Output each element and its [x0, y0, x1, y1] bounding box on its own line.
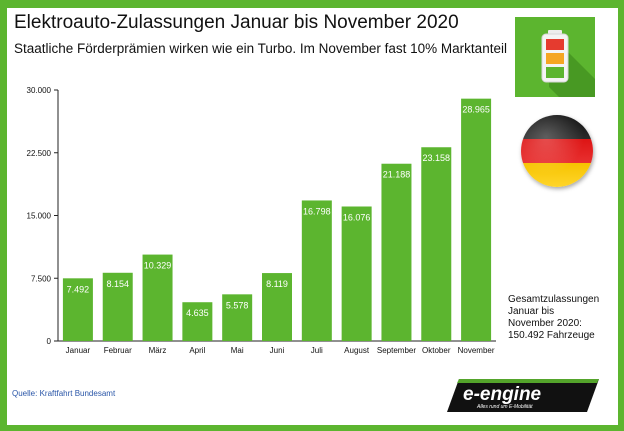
y-tick-label: 0: [47, 337, 52, 346]
y-tick-label: 30.000: [27, 86, 52, 95]
x-tick-label: Oktober: [422, 346, 451, 355]
bar-value-label: 4.635: [186, 308, 209, 318]
germany-flag-icon: [521, 115, 593, 187]
x-tick-label: April: [189, 346, 205, 355]
bar-value-label: 10.329: [144, 261, 172, 271]
bar: [102, 272, 133, 341]
bar-value-label: 7.492: [67, 284, 90, 294]
total-note-line: November 2020:: [508, 318, 582, 329]
bar-value-label: 23.158: [423, 153, 451, 163]
total-note-line: 150.492 Fahrzeuge: [508, 330, 595, 341]
total-registrations-note: Gesamtzulassungen Januar bis November 20…: [508, 294, 608, 342]
x-tick-label: September: [377, 346, 416, 355]
x-tick-label: Juni: [270, 346, 285, 355]
bar-value-label: 5.578: [226, 300, 249, 310]
bar: [461, 98, 492, 341]
x-tick-label: Januar: [66, 346, 91, 355]
e-engine-logo: e-engine Alles rund um E-Mobilität: [447, 379, 599, 417]
x-tick-label: Februar: [104, 346, 132, 355]
y-tick-label: 22.500: [27, 149, 52, 158]
y-tick-label: 15.000: [27, 212, 52, 221]
bar-value-label: 8.119: [266, 279, 288, 289]
bar: [182, 302, 213, 341]
bar-value-label: 28.965: [462, 105, 490, 115]
x-tick-label: November: [458, 346, 495, 355]
source-note: Quelle: Kraftfahrt Bundesamt: [12, 389, 116, 398]
chart-subtitle: Staatliche Förderprämien wirken wie ein …: [14, 41, 507, 56]
bar-value-label: 21.188: [383, 170, 411, 180]
bar: [222, 294, 253, 341]
x-tick-label: August: [344, 346, 370, 355]
bar: [341, 206, 372, 341]
bar: [301, 200, 332, 341]
total-note-line: Gesamtzulassungen: [508, 294, 600, 305]
bar: [142, 254, 173, 341]
bar: [262, 273, 292, 341]
bar: [381, 163, 412, 341]
logo-tagline: Alles rund um E-Mobilität: [476, 404, 533, 410]
chart-title: Elektroauto-Zulassungen Januar bis Novem…: [14, 12, 459, 33]
bar-value-label: 16.798: [303, 206, 331, 216]
total-note-line: Januar bis: [508, 306, 555, 317]
bar: [421, 147, 452, 341]
battery-icon: [515, 17, 595, 97]
x-tick-label: März: [149, 346, 167, 355]
x-tick-label: Mai: [231, 346, 244, 355]
x-tick-label: Juli: [311, 346, 323, 355]
logo-wordmark: e-engine: [463, 384, 542, 405]
y-tick-label: 7.500: [31, 274, 52, 283]
bar: [62, 278, 93, 341]
bar-value-label: 8.154: [106, 279, 129, 289]
bar-value-label: 16.076: [343, 212, 371, 222]
